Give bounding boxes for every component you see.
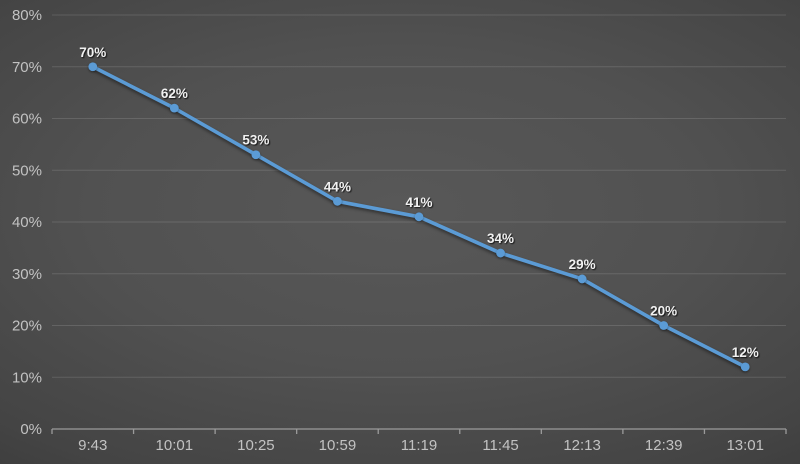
x-tick-label: 9:43: [78, 437, 107, 454]
x-tick-label: 13:01: [726, 437, 764, 454]
data-point-marker: [333, 196, 342, 206]
data-point-label: 44%: [324, 179, 351, 194]
data-point-marker: [659, 321, 669, 330]
y-tick-label: 10%: [12, 369, 42, 386]
x-tick-label: 11:19: [401, 437, 437, 454]
data-point-marker: [496, 248, 505, 258]
y-tick-label: 50%: [12, 162, 42, 179]
data-point-marker: [577, 274, 587, 284]
y-tick-label: 20%: [12, 318, 42, 335]
data-point-marker: [414, 212, 424, 222]
data-point-marker: [251, 150, 261, 160]
data-point-marker: [88, 62, 98, 72]
data-point-label: 70%: [79, 45, 106, 60]
data-point-label: 41%: [405, 195, 432, 210]
x-tick-label: 12:39: [645, 437, 683, 454]
data-point-marker: [740, 362, 750, 372]
y-tick-label: 0%: [20, 421, 42, 438]
data-point-label: 29%: [569, 257, 596, 272]
y-tick-label: 30%: [12, 266, 42, 283]
x-tick-label: 10:01: [156, 437, 194, 454]
x-tick-label: 10:59: [319, 437, 357, 454]
y-tick-label: 40%: [12, 214, 42, 231]
x-tick-label: 11:45: [482, 437, 518, 454]
data-point-label: 34%: [487, 231, 514, 246]
y-tick-label: 80%: [12, 7, 42, 24]
x-tick-label: 12:13: [563, 437, 601, 454]
data-point-label: 20%: [650, 304, 677, 319]
data-point-label: 12%: [732, 345, 759, 360]
data-point-marker: [169, 103, 179, 113]
x-tick-label: 10:25: [237, 437, 275, 454]
data-point-label: 62%: [161, 86, 188, 101]
y-tick-label: 70%: [12, 59, 42, 76]
data-point-label: 53%: [242, 133, 269, 148]
y-tick-label: 60%: [12, 111, 42, 128]
